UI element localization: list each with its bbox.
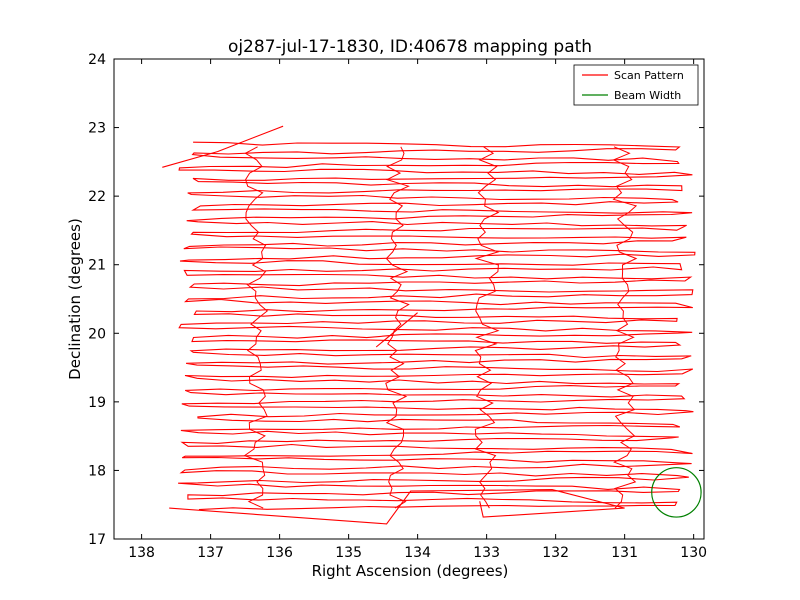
x-tick-label: 130 (680, 545, 707, 561)
y-tick-label: 17 (88, 532, 106, 548)
x-tick-label: 135 (335, 545, 362, 561)
scan-pattern-column (474, 146, 500, 509)
scan-pattern-column (612, 146, 638, 509)
scan-pattern-column (385, 146, 410, 509)
x-tick-label: 131 (611, 545, 638, 561)
y-tick-label: 19 (88, 395, 106, 411)
legend-label-scan-pattern: Scan Pattern (614, 69, 684, 82)
scan-pattern-series (162, 125, 696, 525)
beam-width-series (651, 467, 702, 518)
legend: Scan Pattern Beam Width (573, 64, 699, 106)
x-axis-ticks: 138 137 136 135 134 133 132 131 130 (128, 59, 707, 561)
legend-box (573, 64, 699, 106)
y-tick-label: 18 (88, 463, 106, 479)
axes-frame (113, 58, 705, 540)
x-tick-label: 132 (542, 545, 569, 561)
scan-pattern-excursion (162, 125, 625, 525)
beam-width-circle (651, 467, 702, 518)
y-tick-label: 23 (88, 121, 106, 137)
x-tick-label: 133 (473, 545, 500, 561)
y-axis-ticks: 17 18 19 20 21 22 23 24 (88, 52, 704, 548)
x-tick-label: 138 (128, 545, 155, 561)
scan-pattern-line (178, 141, 696, 511)
y-axis-label: Declination (degrees) (66, 218, 84, 380)
y-tick-label: 21 (88, 258, 106, 274)
y-tick-label: 22 (88, 189, 106, 205)
y-tick-label: 20 (88, 326, 106, 342)
x-axis-label: Right Ascension (degrees) (312, 562, 509, 580)
chart-title: oj287-jul-17-1830, ID:40678 mapping path (228, 37, 592, 57)
x-tick-label: 134 (404, 545, 431, 561)
scan-pattern-column (243, 146, 268, 509)
y-tick-label: 24 (88, 52, 106, 68)
x-tick-label: 136 (266, 545, 293, 561)
legend-label-beam-width: Beam Width (614, 89, 681, 102)
x-tick-label: 137 (197, 545, 224, 561)
